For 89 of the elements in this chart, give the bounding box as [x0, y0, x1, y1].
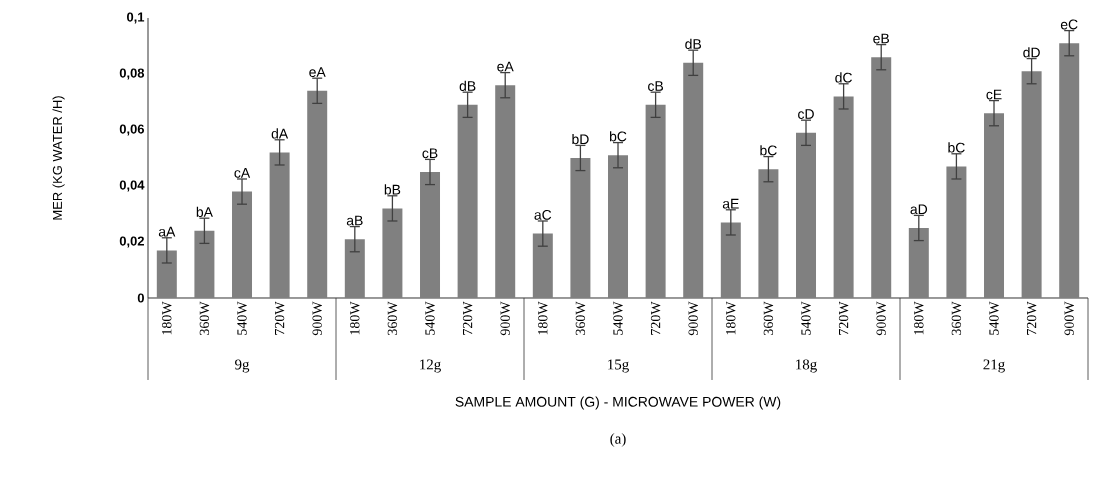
y-tick-label: 0: [137, 293, 144, 303]
bar: [833, 96, 854, 298]
bar: [796, 132, 817, 298]
bar: [645, 104, 666, 298]
data-label: aE: [722, 198, 739, 209]
x-tick-label: 900W: [1064, 301, 1074, 336]
x-tick-label: 900W: [688, 301, 698, 336]
data-label: eA: [309, 67, 326, 77]
bar: [984, 113, 1005, 298]
bar: [344, 239, 365, 298]
text: (a): [610, 433, 626, 447]
data-label: eB: [873, 33, 890, 44]
x-tick-label: 540W: [237, 301, 247, 335]
x-tick-label: 720W: [838, 301, 849, 335]
bar: [532, 233, 553, 298]
data-label: bC: [948, 142, 965, 153]
data-label: dB: [685, 38, 702, 49]
bar: [269, 152, 290, 298]
bar: [908, 227, 929, 298]
x-tick-label: 720W: [1026, 301, 1037, 335]
x-tick-label: 900W: [312, 301, 322, 336]
data-label: dC: [835, 72, 852, 83]
x-tick-label: 540W: [613, 301, 623, 335]
x-tick-label: 180W: [538, 301, 548, 335]
data-label: bC: [760, 145, 777, 156]
y-tick-label: 0,04: [119, 180, 145, 192]
data-label: cB: [422, 148, 438, 159]
text: 9g: [235, 359, 250, 373]
x-tick-label: 180W: [726, 301, 736, 335]
x-tick-label: 540W: [989, 301, 999, 335]
x-tick-label: 900W: [500, 301, 510, 336]
x-tick-label: 180W: [162, 301, 172, 335]
y-tick-label: 0,08: [119, 68, 145, 80]
x-tick-label: 720W: [650, 301, 661, 335]
bar: [457, 104, 478, 298]
x-tick-label: 180W: [350, 301, 360, 335]
x-tick-label: 360W: [199, 301, 210, 335]
bar: [194, 230, 215, 298]
x-tick-label: 720W: [462, 301, 473, 335]
x-axis-title: SAMPLE AMOUNT (G) - MICROWAVE POWER (W): [455, 396, 781, 410]
bar: [946, 166, 967, 298]
data-label: dB: [459, 80, 476, 91]
bar: [232, 191, 253, 298]
x-tick-label: 180W: [914, 301, 924, 335]
data-label: bB: [384, 184, 401, 195]
y-tick-label: 0,06: [119, 124, 145, 136]
y-axis-title: MER (KG WATER /H): [52, 96, 65, 220]
x-tick-label: 540W: [425, 301, 435, 335]
bar: [683, 62, 704, 298]
bar: [495, 85, 516, 298]
data-label: aB: [346, 215, 363, 226]
bar: [156, 250, 177, 298]
bar: [1059, 43, 1080, 298]
data-label: bA: [196, 206, 213, 217]
text: 21g: [983, 359, 1005, 373]
data-label: aC: [534, 209, 552, 220]
x-tick-label: 900W: [876, 301, 886, 336]
bar: [307, 90, 328, 298]
x-tick-label: 360W: [575, 301, 586, 335]
data-label: cA: [234, 168, 251, 178]
y-tick-label: 0,02: [119, 236, 144, 248]
bar: [720, 222, 741, 298]
data-label: dA: [271, 128, 289, 139]
y-tick-label: 0,1: [127, 12, 145, 24]
bar: [570, 157, 591, 298]
data-label: cD: [798, 109, 814, 119]
x-tick-label: 360W: [951, 301, 962, 335]
data-label: eC: [1060, 19, 1078, 30]
text: 12g: [420, 359, 441, 373]
bar: [758, 169, 779, 298]
x-tick-label: 720W: [274, 301, 285, 335]
bar: [608, 155, 629, 298]
bar: [420, 171, 441, 298]
data-label: bC: [610, 131, 627, 142]
x-tick-label: 540W: [801, 301, 811, 335]
text: 15g: [608, 359, 629, 373]
text: 18g: [796, 359, 817, 373]
data-label: cB: [648, 81, 664, 91]
bar: [871, 57, 892, 298]
bar: [1021, 71, 1042, 298]
data-label: aA: [158, 226, 176, 237]
x-tick-label: 360W: [387, 301, 398, 335]
data-label: aD: [910, 204, 928, 215]
data-label: bD: [572, 133, 589, 145]
data-label: eA: [497, 61, 514, 72]
bar: [382, 208, 403, 298]
x-tick-label: 360W: [763, 301, 774, 335]
data-label: dD: [1023, 47, 1040, 58]
data-label: cE: [986, 89, 1002, 100]
